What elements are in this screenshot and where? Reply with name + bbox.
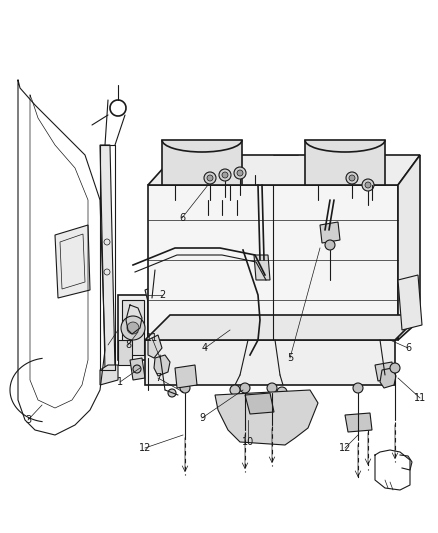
Circle shape (277, 387, 287, 397)
Text: 10: 10 (242, 437, 254, 447)
Text: 9: 9 (199, 413, 205, 423)
Circle shape (390, 363, 400, 373)
Polygon shape (118, 340, 132, 365)
Text: 6: 6 (179, 213, 185, 223)
Circle shape (325, 240, 335, 250)
Polygon shape (398, 155, 420, 340)
Text: 11: 11 (146, 333, 158, 343)
Circle shape (121, 316, 145, 340)
Polygon shape (254, 255, 270, 280)
Polygon shape (245, 393, 274, 414)
Text: 1: 1 (117, 377, 123, 387)
Circle shape (365, 182, 371, 188)
Polygon shape (375, 362, 395, 381)
Polygon shape (398, 275, 422, 330)
Circle shape (362, 179, 374, 191)
Polygon shape (175, 365, 197, 388)
Polygon shape (148, 185, 398, 340)
Text: 4: 4 (202, 343, 208, 353)
Polygon shape (154, 355, 170, 376)
Polygon shape (100, 365, 118, 385)
Polygon shape (122, 300, 144, 355)
Text: 12: 12 (339, 443, 351, 453)
Polygon shape (305, 140, 385, 185)
Circle shape (349, 175, 355, 181)
Text: 6: 6 (405, 343, 411, 353)
Circle shape (168, 389, 176, 397)
Circle shape (353, 383, 363, 393)
Circle shape (234, 167, 246, 179)
Polygon shape (55, 225, 90, 298)
Circle shape (267, 383, 277, 393)
Circle shape (237, 170, 243, 176)
Polygon shape (148, 155, 420, 185)
Text: 2: 2 (159, 290, 165, 300)
Circle shape (180, 383, 190, 393)
Circle shape (133, 365, 141, 373)
Circle shape (346, 172, 358, 184)
Text: 7: 7 (155, 373, 161, 383)
Circle shape (240, 383, 250, 393)
Text: 5: 5 (287, 353, 293, 363)
Polygon shape (145, 340, 395, 385)
Polygon shape (118, 295, 148, 360)
Polygon shape (100, 145, 115, 370)
Circle shape (207, 175, 213, 181)
Polygon shape (215, 390, 318, 445)
Circle shape (127, 322, 139, 334)
Circle shape (204, 172, 216, 184)
Polygon shape (228, 412, 268, 431)
Text: 8: 8 (125, 340, 131, 350)
Polygon shape (148, 335, 162, 358)
Circle shape (219, 169, 231, 181)
Polygon shape (345, 413, 372, 432)
Text: 12: 12 (139, 443, 151, 453)
Polygon shape (258, 412, 290, 431)
Text: 11: 11 (414, 393, 426, 403)
Circle shape (222, 172, 228, 178)
Polygon shape (380, 368, 396, 388)
Polygon shape (162, 140, 242, 185)
Polygon shape (145, 285, 162, 310)
Polygon shape (320, 222, 340, 243)
Polygon shape (130, 358, 145, 380)
Circle shape (230, 385, 240, 395)
Text: 3: 3 (25, 415, 31, 425)
Polygon shape (145, 315, 420, 340)
